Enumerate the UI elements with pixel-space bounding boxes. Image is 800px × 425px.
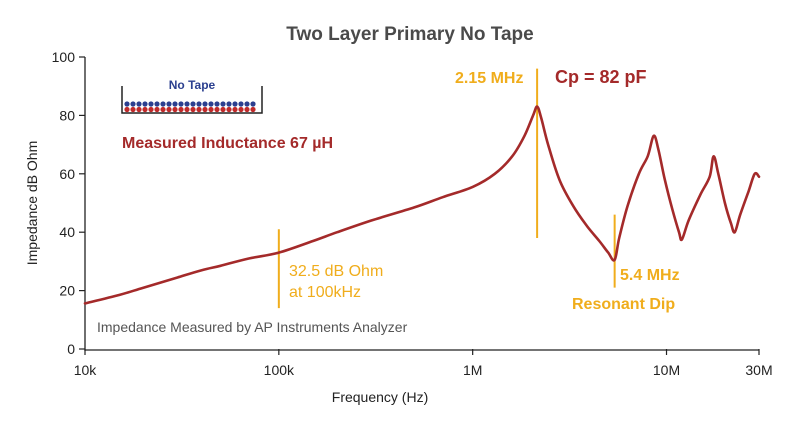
- y-tick-label: 60: [59, 166, 75, 182]
- winding-dot: [142, 106, 148, 113]
- peak-frequency-label: 2.15 MHz: [455, 70, 523, 87]
- winding-dot: [178, 106, 184, 113]
- winding-dot: [148, 106, 154, 113]
- winding-dot: [154, 101, 160, 107]
- winding-dot: [136, 106, 142, 113]
- source-note: Impedance Measured by AP Instruments Ana…: [97, 319, 408, 335]
- winding-dot: [232, 101, 238, 107]
- x-tick-label: 10k: [74, 362, 98, 378]
- dip-frequency-label: 5.4 MHz: [620, 267, 680, 284]
- chart-title: Two Layer Primary No Tape: [286, 24, 533, 45]
- y-axis-label: Impedance dB Ohm: [24, 141, 40, 266]
- winding-dot: [226, 101, 232, 107]
- impedance-curve: [83, 105, 761, 305]
- winding-dot: [202, 101, 208, 107]
- winding-dot: [232, 106, 238, 113]
- x-tick-label: 100k: [264, 362, 295, 378]
- point-value-label: 32.5 dB Ohm: [289, 263, 383, 280]
- inset-windings: [124, 101, 256, 113]
- winding-dot: [172, 106, 178, 113]
- winding-dot: [178, 101, 184, 107]
- winding-dot: [154, 106, 160, 113]
- winding-dot: [238, 101, 244, 107]
- winding-dot: [208, 101, 214, 107]
- marker-layer: [277, 68, 616, 309]
- y-tick-label: 100: [52, 49, 76, 65]
- winding-dot: [250, 106, 256, 113]
- winding-dot: [166, 101, 172, 107]
- winding-dot: [196, 106, 202, 113]
- point-frequency-label: at 100kHz: [289, 284, 361, 301]
- dip-label: Resonant Dip: [572, 296, 675, 313]
- winding-dot: [208, 106, 214, 113]
- winding-dot: [238, 106, 244, 113]
- winding-dot: [124, 101, 130, 107]
- winding-dot: [148, 101, 154, 107]
- winding-dot: [220, 106, 226, 113]
- winding-dot: [190, 101, 196, 107]
- winding-dot: [166, 106, 172, 113]
- winding-dot: [142, 101, 148, 107]
- winding-dot: [190, 106, 196, 113]
- winding-dot: [214, 106, 220, 113]
- winding-dot: [250, 101, 256, 107]
- y-tick-label: 0: [67, 341, 75, 357]
- x-tick-label: 10M: [653, 362, 680, 378]
- capacitance-label: Cp = 82 pF: [555, 67, 647, 87]
- winding-dot: [160, 101, 166, 107]
- inset-label: No Tape: [169, 78, 216, 92]
- inset-bobbin: [121, 86, 263, 114]
- y-tick-label: 80: [59, 107, 75, 123]
- x-tick-label: 30M: [745, 362, 772, 378]
- winding-dot: [124, 106, 130, 113]
- winding-dot: [184, 106, 190, 113]
- winding-dot: [202, 106, 208, 113]
- winding-inset: No Tape: [121, 78, 263, 114]
- x-axis-label: Frequency (Hz): [332, 389, 428, 405]
- winding-dot: [226, 106, 232, 113]
- y-tick-label: 20: [59, 283, 75, 299]
- winding-dot: [244, 106, 250, 113]
- winding-dot: [130, 101, 136, 107]
- inductance-label: Measured Inductance 67 µH: [122, 135, 333, 152]
- winding-dot: [160, 106, 166, 113]
- winding-dot: [184, 101, 190, 107]
- winding-dot: [214, 101, 220, 107]
- winding-dot: [172, 101, 178, 107]
- y-tick-label: 40: [59, 224, 75, 240]
- winding-dot: [220, 101, 226, 107]
- winding-dot: [244, 101, 250, 107]
- x-tick-label: 1M: [463, 362, 482, 378]
- winding-dot: [136, 101, 142, 107]
- winding-dot: [196, 101, 202, 107]
- winding-dot: [130, 106, 136, 113]
